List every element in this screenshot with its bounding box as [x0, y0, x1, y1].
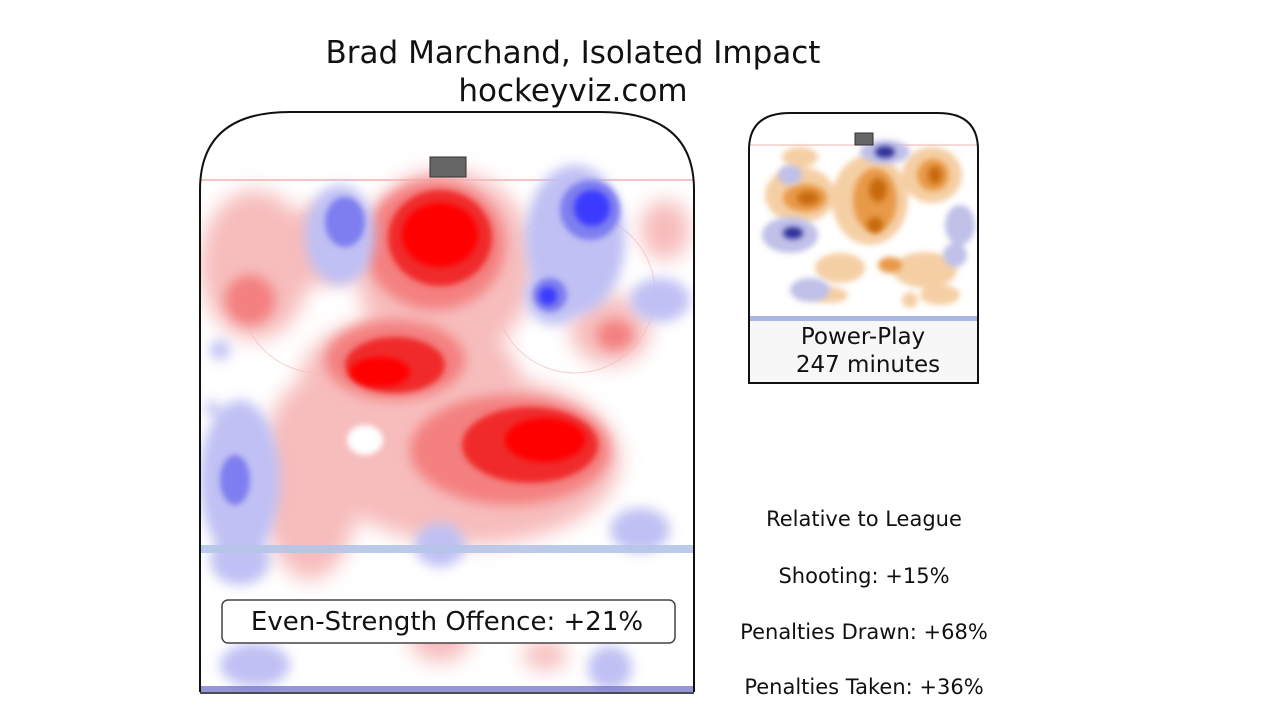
even-strength-panel: Even-Strength Offence: +21% [199, 111, 695, 694]
stats-block: Relative to League Shooting: +15% Penalt… [740, 507, 988, 699]
stat-shooting: Shooting: +15% [778, 564, 949, 588]
offence-label: Even-Strength Offence: +21% [251, 607, 643, 637]
chart-title: Brad Marchand, Isolated Impact [326, 35, 821, 71]
stat-penalties-taken: Penalties Taken: +36% [744, 675, 983, 699]
pp-heat-core-blue [783, 146, 895, 239]
pp-label-line2: 247 minutes [796, 352, 940, 378]
heat-blob-core-red [350, 203, 585, 462]
pp-heat-light-blue [762, 140, 975, 302]
stat-penalties-drawn: Penalties Drawn: +68% [740, 620, 988, 644]
offence-label-box [221, 599, 676, 644]
pp-label-line1: Power-Play [801, 324, 925, 350]
chart-subtitle: hockeyviz.com [458, 73, 687, 109]
pp-goal-net-icon [854, 132, 874, 146]
stats-heading: Relative to League [766, 507, 962, 531]
power-play-panel: Power-Play 247 minutes [748, 112, 979, 384]
goal-net-icon [429, 156, 467, 178]
pp-heat-core-orange [797, 166, 942, 233]
